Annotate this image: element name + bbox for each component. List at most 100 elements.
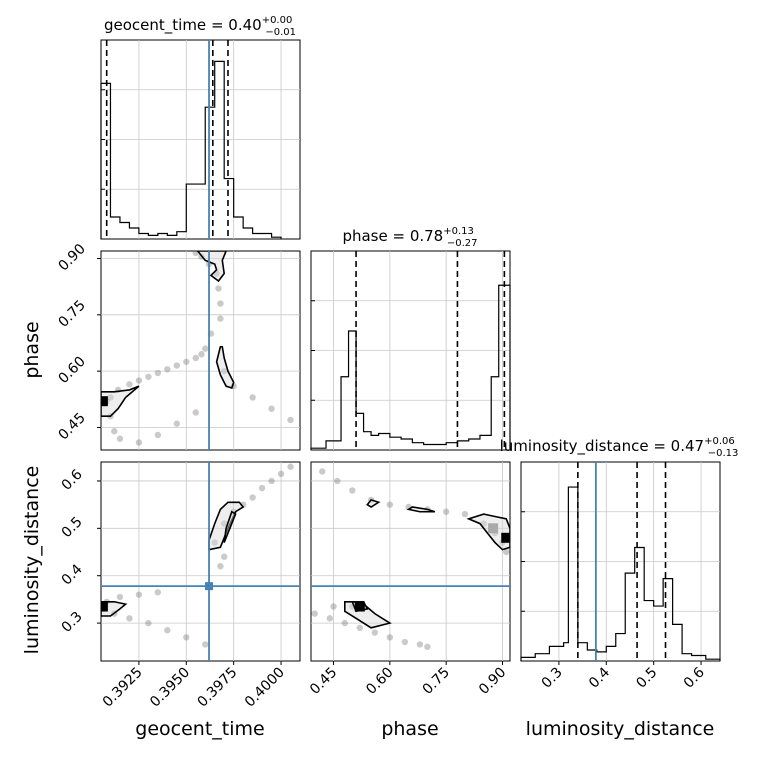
sample-point [424, 643, 431, 650]
title-geocent-time-label: geocent_time [104, 16, 206, 35]
sample-point [287, 416, 294, 424]
title-geocent-time-median: 0.40 [228, 16, 261, 34]
y-tick-label: 0.90 [55, 241, 88, 274]
sample-point [135, 439, 143, 446]
y-tick-label: 0.4 [59, 561, 86, 588]
sample-point [192, 251, 199, 257]
x-tick-label: 0.6 [681, 664, 708, 691]
ylabel-luminosity-distance: luminosity_distance [21, 466, 43, 655]
title-phase-median: 0.78 [410, 227, 443, 245]
sample-point [164, 366, 171, 373]
sample-point [277, 470, 285, 478]
sample-point [268, 405, 275, 412]
panel-content [520, 462, 721, 661]
title-ld-label: luminosity_distance [500, 437, 649, 456]
panel-frame [310, 461, 511, 662]
sample-point [154, 589, 162, 596]
y-tick-label: 0.60 [55, 354, 88, 387]
sample-point [287, 463, 294, 470]
panel-content [310, 251, 511, 450]
panel-content [311, 462, 510, 661]
sample-point [442, 508, 450, 515]
panel-content [101, 462, 300, 661]
xlabel-phase: phase [381, 718, 438, 740]
sample-point [215, 285, 222, 292]
x-tick-label: 0.3925 [100, 665, 146, 711]
title-geocent-time: geocent_time = 0.40+0.00 −0.01 [104, 15, 296, 38]
density-peak [354, 601, 365, 612]
sample-point [249, 394, 256, 401]
density-contour [223, 510, 237, 543]
sample-point [192, 409, 199, 416]
sample-point [319, 468, 326, 475]
y-tick-label: 0.3 [59, 609, 86, 636]
density-peak [101, 601, 108, 612]
sample-point [258, 484, 266, 492]
xlabel-geocent-time: geocent_time [135, 718, 264, 740]
sample-point [349, 487, 356, 494]
sample-point [183, 634, 190, 641]
sample-point [326, 615, 333, 622]
sample-point [217, 300, 224, 307]
panel-frame [100, 250, 301, 451]
sample-point [268, 477, 275, 485]
title-phase-label: phase [342, 227, 387, 245]
sample-point [173, 420, 181, 427]
density-contour [406, 506, 436, 513]
y-tick-labels: 0.45 0.60 0.75 0.90 0.3 0.4 0.5 0.6 [55, 241, 101, 636]
sample-point [341, 619, 348, 627]
sample-point [220, 367, 228, 375]
title-geocent-time-minus: −0.01 [265, 27, 296, 38]
panel-plot-area [101, 462, 300, 661]
title-ld-eq: = [649, 437, 671, 455]
title-geocent-time-eq: = [206, 16, 228, 34]
x-tick-label: 0.4000 [242, 665, 288, 711]
histogram-geocent_time [100, 60, 282, 239]
panel-hist-luminosity-distance: luminosity_distance = 0.47+0.06 −0.13 [500, 436, 739, 662]
x-tick-label: 0.60 [363, 665, 396, 698]
sample-point [386, 501, 394, 508]
sample-point [126, 381, 133, 388]
sample-point [164, 627, 171, 634]
sample-point [111, 428, 118, 435]
sample-point [217, 563, 224, 570]
panel-2d-geocent-time-phase [100, 250, 301, 451]
x-tick-label: 0.90 [476, 665, 509, 698]
ylabel-phase: phase [21, 321, 43, 378]
sample-point [154, 431, 162, 439]
sample-point [334, 477, 341, 485]
title-phase-plus: +0.13 [443, 226, 474, 237]
title-luminosity-distance: luminosity_distance = 0.47+0.06 −0.13 [500, 436, 739, 459]
sample-point [145, 619, 152, 627]
y-tick-label: 0.5 [59, 514, 86, 541]
title-geocent-time-plus: +0.00 [262, 15, 293, 26]
panel-content [101, 251, 300, 450]
sample-point [220, 520, 228, 527]
x-tick-label: 0.45 [307, 665, 340, 698]
title-phase: phase = 0.78+0.13 −0.27 [342, 226, 477, 249]
sample-point [145, 373, 152, 380]
sample-point [211, 539, 218, 546]
panel-2d-geocent-time-luminosity-distance [100, 461, 301, 662]
sample-point [192, 354, 199, 362]
density-contour [215, 345, 235, 390]
title-ld-minus: −0.13 [708, 448, 739, 459]
sample-point [135, 377, 143, 384]
sample-point [311, 610, 318, 617]
density-contour [366, 498, 381, 508]
histogram-luminosity_distance [520, 486, 721, 661]
truth-marker [205, 582, 214, 591]
sample-point [503, 548, 510, 556]
sample-point [386, 634, 394, 641]
y-tick-label: 0.75 [55, 297, 88, 330]
x-tick-label: 0.3 [539, 665, 566, 692]
title-phase-minus: −0.27 [447, 238, 478, 249]
sample-point [461, 510, 469, 518]
density-peak [101, 396, 108, 407]
title-phase-eq: = [388, 227, 410, 245]
density-peak [501, 532, 510, 543]
x-tick-label: 0.5 [633, 665, 660, 692]
density-peak [488, 523, 499, 534]
sample-point [220, 553, 228, 560]
panel-hist-phase: phase = 0.78+0.13 −0.27 [310, 226, 511, 451]
